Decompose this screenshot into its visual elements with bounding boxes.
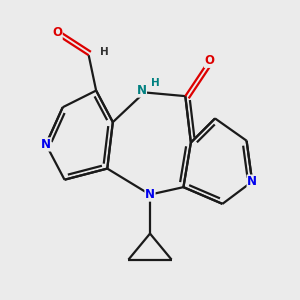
Text: O: O	[204, 54, 214, 67]
Text: N: N	[41, 138, 51, 151]
Text: N: N	[145, 188, 155, 201]
Text: O: O	[52, 26, 62, 40]
Text: H: H	[100, 47, 109, 57]
Text: H: H	[151, 78, 160, 88]
Text: N: N	[247, 175, 257, 188]
Text: N: N	[136, 84, 146, 97]
